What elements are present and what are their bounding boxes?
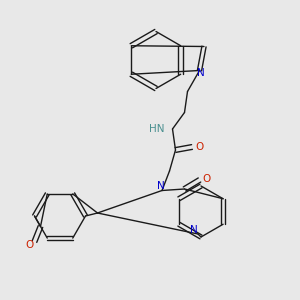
Text: N: N [197, 68, 205, 79]
Text: N: N [190, 225, 197, 236]
Text: N: N [157, 181, 164, 191]
Text: O: O [25, 239, 33, 250]
Text: O: O [195, 142, 204, 152]
Text: O: O [202, 173, 210, 184]
Text: HN: HN [149, 124, 165, 134]
